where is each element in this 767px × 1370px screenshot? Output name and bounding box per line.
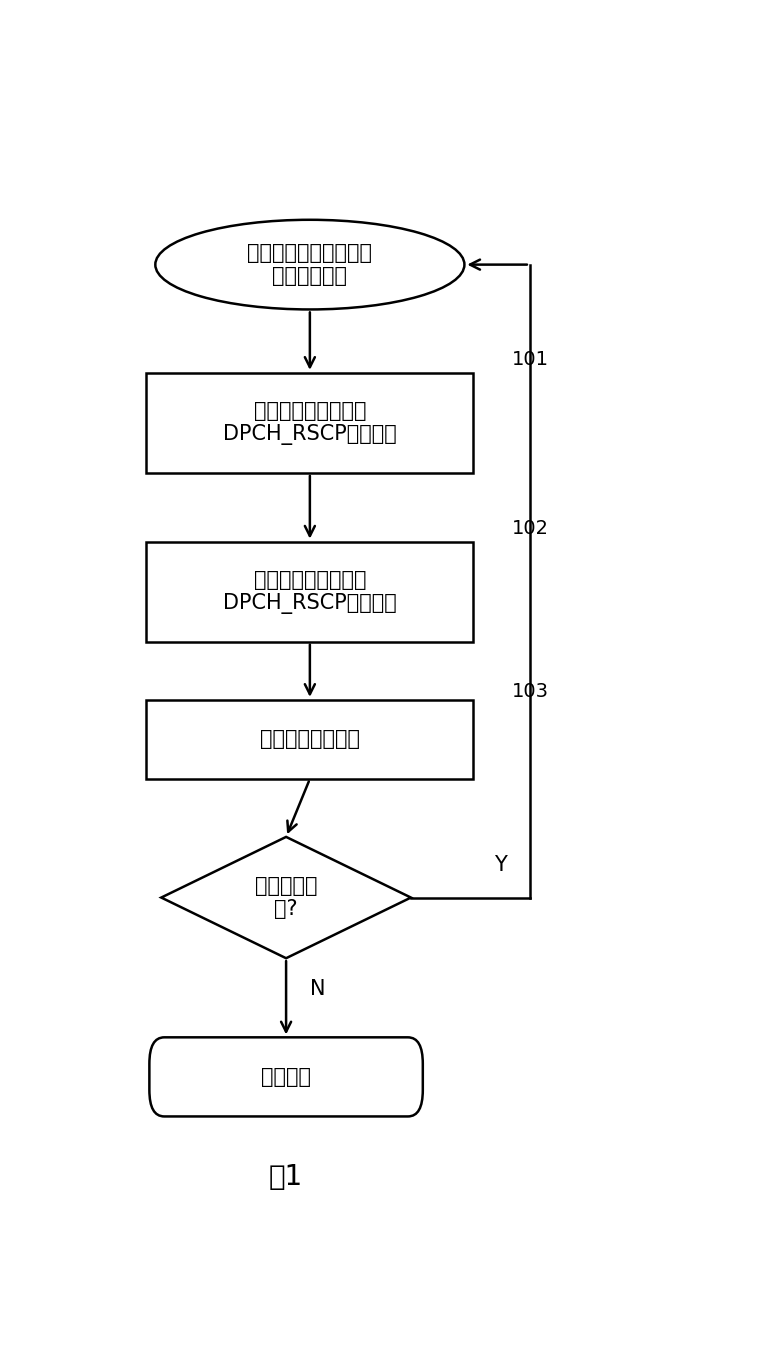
Text: 在固定位置接入固定时
隙，测量开始: 在固定位置接入固定时 隙，测量开始 [248, 242, 372, 286]
Text: 计算下行赋形增益: 计算下行赋形增益 [260, 729, 360, 749]
Text: 101: 101 [512, 349, 549, 369]
Text: 102: 102 [512, 519, 549, 537]
Text: 关闭下行赋形，测量
DPCH_RSCP，求均值: 关闭下行赋形，测量 DPCH_RSCP，求均值 [223, 401, 397, 445]
Text: 输出结果: 输出结果 [261, 1067, 311, 1086]
Text: 103: 103 [512, 682, 549, 701]
Text: 打开下行赋形，测量
DPCH_RSCP，求均值: 打开下行赋形，测量 DPCH_RSCP，求均值 [223, 570, 397, 614]
Polygon shape [161, 837, 411, 958]
Bar [146, 541, 473, 641]
Text: Y: Y [494, 855, 507, 875]
Bar [146, 373, 473, 473]
Bar [146, 700, 473, 780]
Ellipse shape [155, 219, 465, 310]
FancyBboxPatch shape [150, 1037, 423, 1117]
Text: N: N [310, 980, 325, 999]
Text: 图1: 图1 [269, 1163, 303, 1191]
Text: 是否继续测
试?: 是否继续测 试? [255, 875, 318, 919]
